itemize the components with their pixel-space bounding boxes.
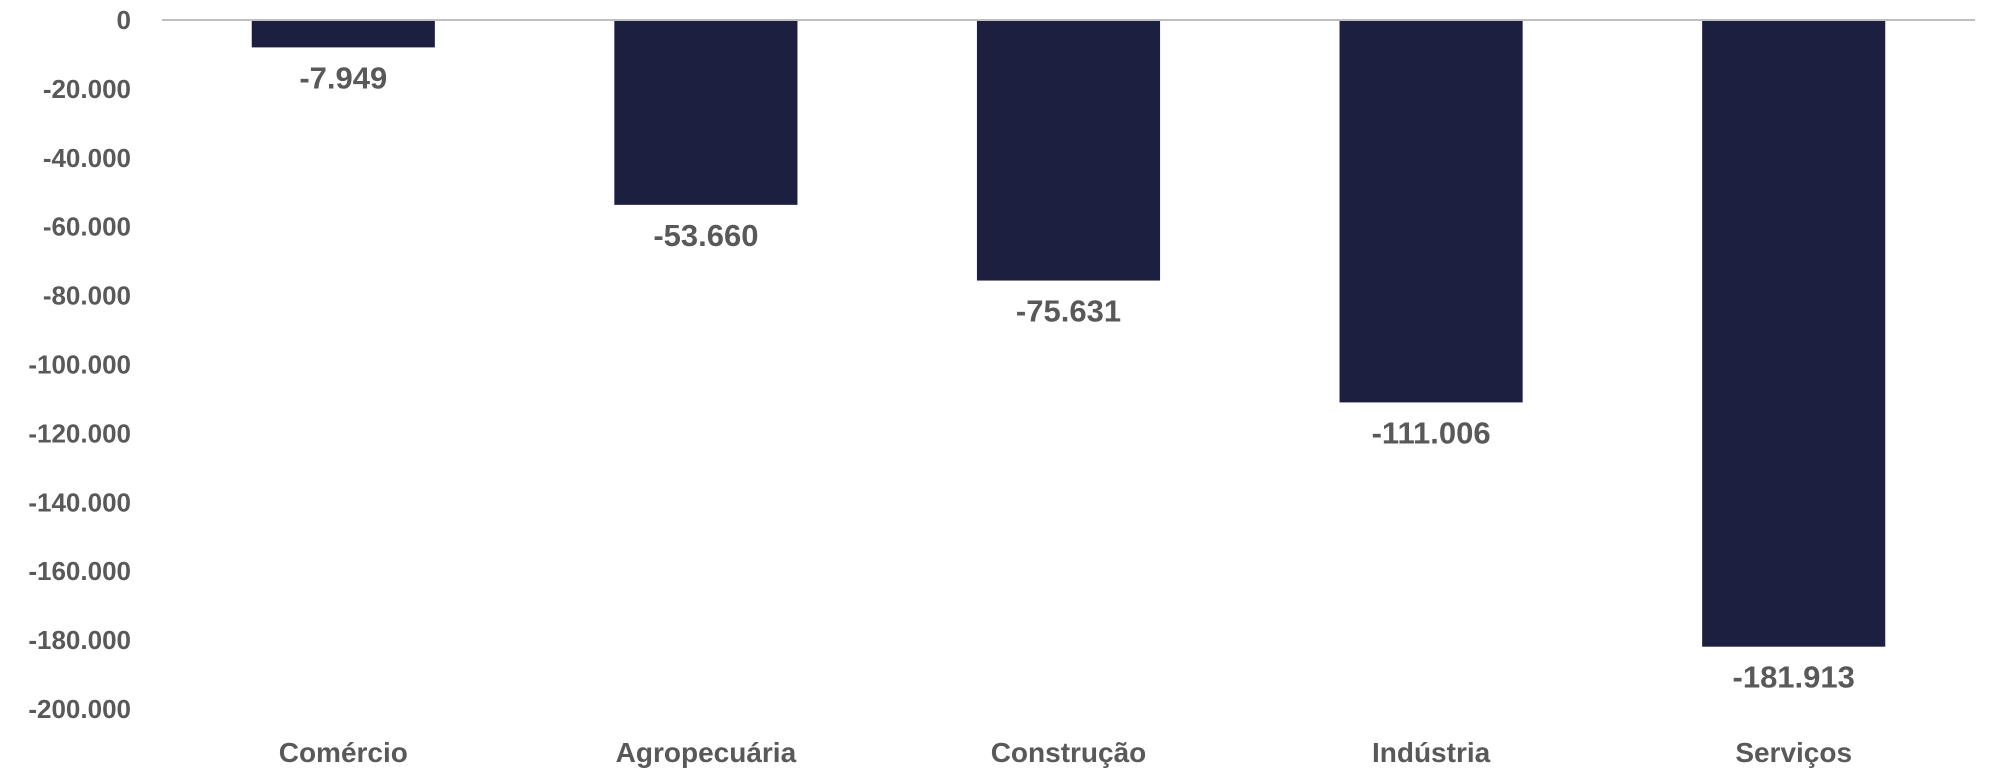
data-label: -181.913 bbox=[1733, 660, 1855, 695]
category-label: Agropecuária bbox=[616, 737, 797, 768]
category-label: Comércio bbox=[279, 737, 408, 768]
category-label: Serviços bbox=[1735, 737, 1852, 768]
x-axis: Comércio Agropecuária Construção Indústria S… bbox=[279, 737, 1852, 768]
data-label: -7.949 bbox=[299, 60, 387, 95]
y-tick-label: -60.000 bbox=[43, 212, 131, 242]
y-tick-label: -180.000 bbox=[28, 625, 131, 655]
y-tick-label: -200.000 bbox=[28, 694, 131, 724]
y-tick-label: -20.000 bbox=[43, 74, 131, 104]
y-tick-label: -40.000 bbox=[43, 143, 131, 173]
bar-comércio bbox=[251, 20, 435, 48]
bar-serviços bbox=[1702, 20, 1886, 647]
y-tick-label: -140.000 bbox=[28, 487, 131, 517]
y-tick-label: -100.000 bbox=[28, 350, 131, 380]
y-tick-label: -80.000 bbox=[43, 281, 131, 311]
data-label: -75.631 bbox=[1016, 294, 1121, 329]
y-axis: 0 -20.000 -40.000 -60.000 -80.000 -100.000 -12… bbox=[28, 5, 131, 724]
bar-indústria bbox=[1339, 20, 1523, 403]
y-tick-label: -160.000 bbox=[28, 556, 131, 586]
data-label: -53.660 bbox=[653, 218, 758, 253]
bar-agropecuária bbox=[614, 20, 798, 205]
data-labels-group: -7.949 -53.660 -75.631 -111.006 -181.913 bbox=[299, 60, 1855, 694]
category-label: Indústria bbox=[1372, 737, 1491, 768]
data-label: -111.006 bbox=[1372, 415, 1491, 450]
bar-construção bbox=[976, 20, 1161, 281]
y-tick-label: -120.000 bbox=[28, 418, 131, 448]
bars-group bbox=[251, 20, 1886, 647]
y-tick-label: 0 bbox=[117, 5, 131, 35]
category-label: Construção bbox=[991, 737, 1147, 768]
